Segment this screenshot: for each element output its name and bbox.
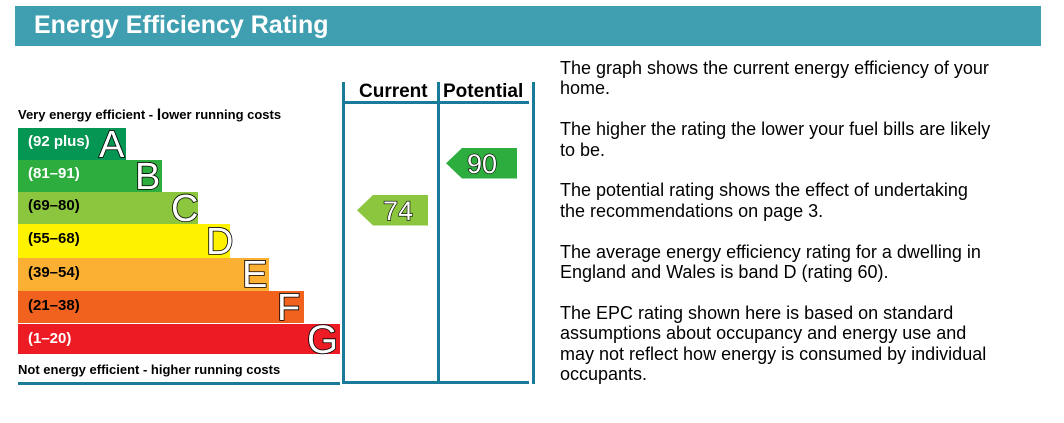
svg-text:90: 90 xyxy=(467,149,497,179)
svg-text:74: 74 xyxy=(383,196,413,226)
